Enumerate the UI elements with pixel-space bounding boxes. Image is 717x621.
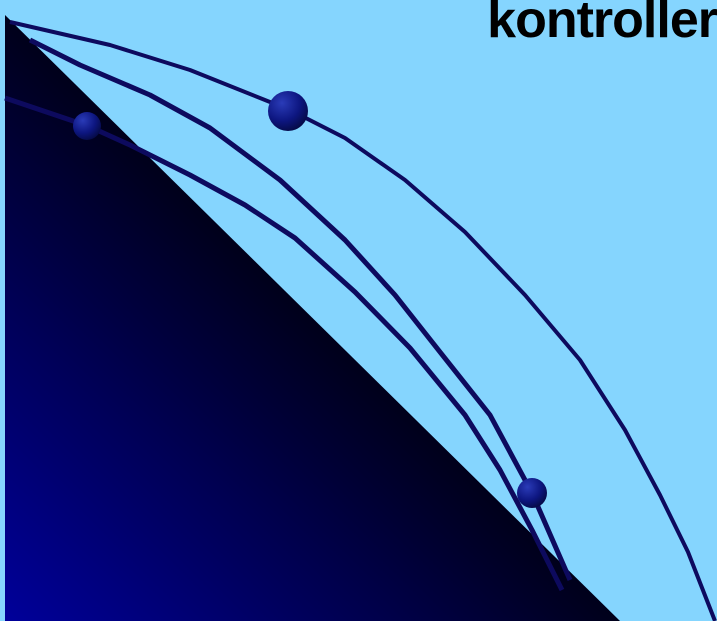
sphere-small-left <box>73 112 101 140</box>
sphere-large <box>268 91 308 131</box>
sphere-lower-right <box>517 478 547 508</box>
curve-middle <box>28 37 573 582</box>
curve-inner <box>4 95 565 592</box>
curve-outer <box>9 20 717 621</box>
gradient-triangle <box>5 15 620 621</box>
slide-title: kontroller <box>487 0 717 49</box>
